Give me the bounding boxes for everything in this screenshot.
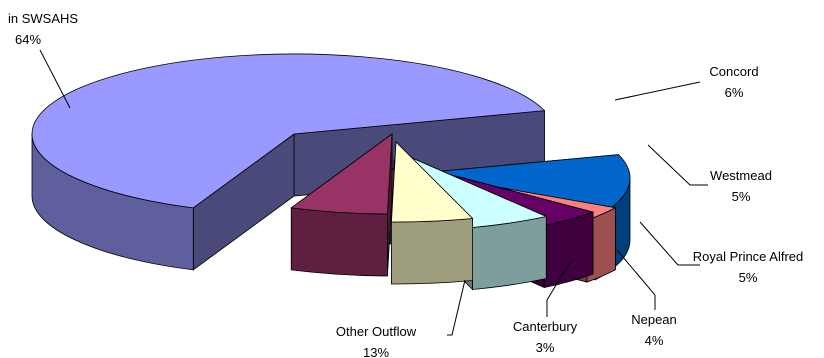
label-other-outflow-name: Other Outflow: [336, 324, 417, 339]
label-nepean-value: 4%: [645, 333, 664, 348]
leader-line-concord: [614, 81, 701, 101]
label-rpa-value: 5%: [739, 270, 758, 285]
label-concord-name: Concord: [709, 64, 758, 79]
slice-concord: [290, 133, 393, 277]
leader-line-nepean: [616, 249, 656, 310]
label-canterbury-name: Canterbury: [513, 319, 578, 334]
leader-line-royal-prince-alfred: [639, 221, 700, 266]
leader-line-in-swsahs: [39, 49, 71, 109]
leader-line-other-outflow: [447, 279, 466, 336]
label-other-outflow-value: 13%: [363, 345, 389, 358]
pie-slices: [31, 53, 631, 291]
label-rpa-name: Royal Prince Alfred: [693, 249, 804, 264]
leader-lines: [39, 49, 708, 336]
slice-westmead: [391, 141, 474, 285]
leader-line-canterbury: [546, 261, 571, 317]
label-westmead-name: Westmead: [710, 168, 772, 183]
label-concord-value: 6%: [725, 85, 744, 100]
label-in-swsahs-name: in SWSAHS: [8, 11, 78, 26]
label-nepean-name: Nepean: [631, 312, 677, 327]
label-in-swsahs-value: 64%: [15, 32, 41, 47]
leader-line-westmead: [647, 144, 708, 186]
label-canterbury-value: 3%: [536, 340, 555, 355]
label-westmead-value: 5%: [732, 189, 751, 204]
